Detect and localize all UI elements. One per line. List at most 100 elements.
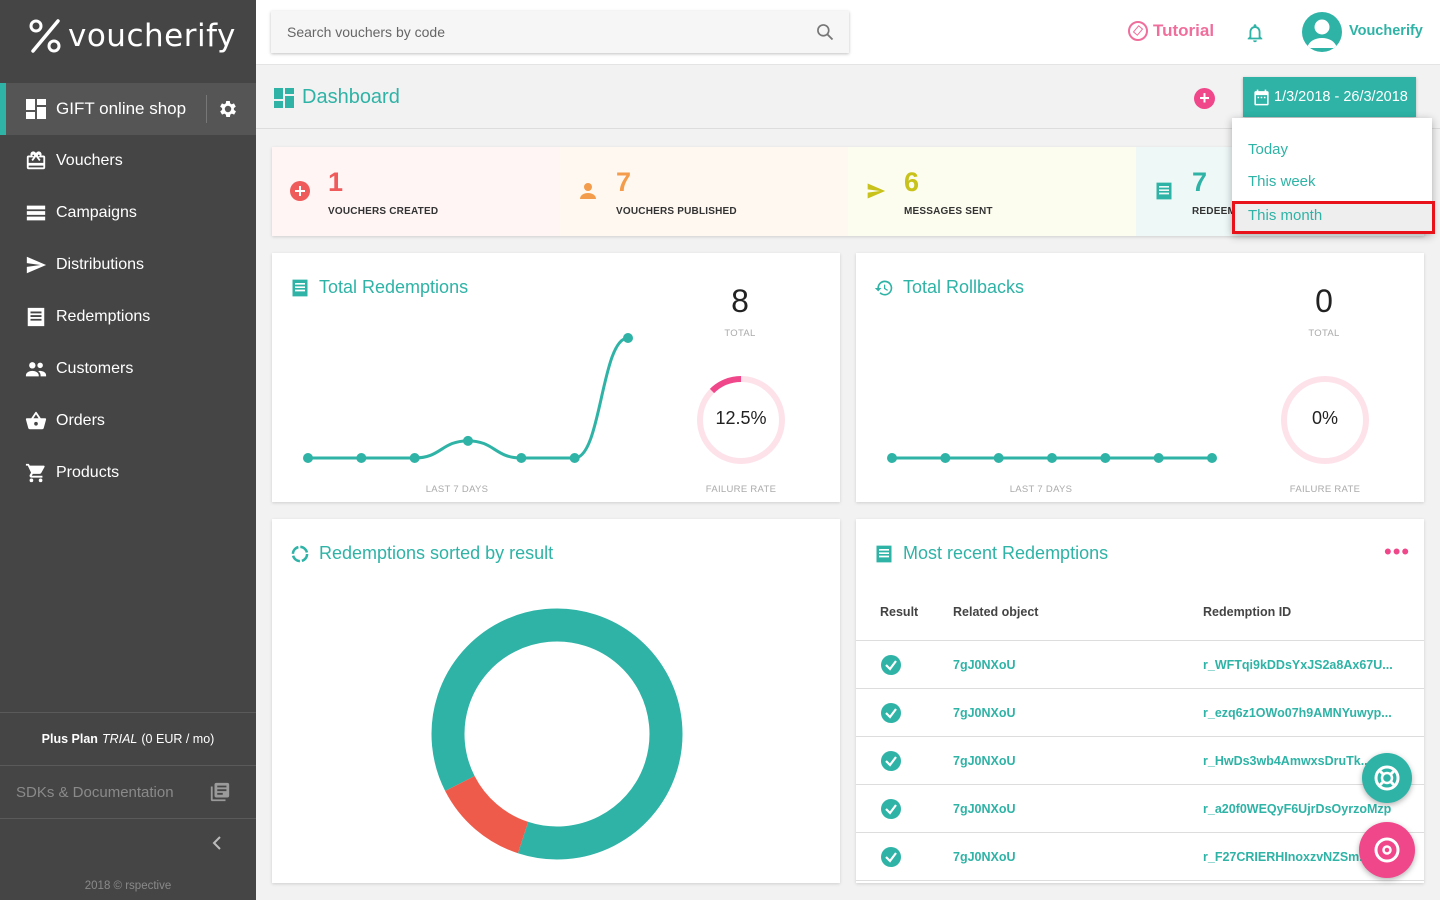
data-point[interactable]	[1047, 453, 1057, 463]
data-point[interactable]	[623, 333, 633, 343]
data-point[interactable]	[569, 453, 580, 463]
table-row[interactable]: 7gJ0NXoU r_HwDs3wb4AmwxsDruTk...	[856, 737, 1424, 785]
related-object[interactable]: 7gJ0NXoU	[953, 754, 1016, 768]
basket-icon	[25, 411, 47, 430]
sidebar-item-distributions[interactable]: Distributions	[0, 239, 256, 291]
column-header: Redemption ID	[1203, 605, 1292, 619]
more-options-icon[interactable]: •••	[1384, 539, 1411, 564]
sidebar-item-redemptions[interactable]: Redemptions	[0, 291, 256, 343]
data-point[interactable]	[1207, 453, 1217, 463]
avatar[interactable]	[1302, 12, 1342, 52]
user-name[interactable]: Voucherify	[1349, 23, 1423, 39]
data-point[interactable]	[516, 453, 527, 463]
docs-icon	[210, 782, 230, 802]
card-title-text: Total Rollbacks	[903, 277, 1025, 297]
data-point[interactable]	[463, 435, 473, 446]
related-object[interactable]: 7gJ0NXoU	[953, 802, 1016, 816]
receipt-icon	[27, 307, 45, 327]
date-option-today[interactable]: Today	[1248, 141, 1289, 158]
collapse-sidebar-button[interactable]	[210, 833, 230, 857]
gift-icon	[26, 151, 46, 170]
table-row[interactable]: 7gJ0NXoU r_a20f0WEQyF6UjrDsOyrzoMzp	[856, 785, 1424, 833]
search-icon[interactable]	[815, 22, 835, 42]
receipt-icon	[876, 545, 892, 562]
date-range-button[interactable]: 1/3/2018 - 26/3/2018	[1243, 77, 1416, 117]
project-selector[interactable]: GIFT online shop	[0, 83, 256, 135]
sidebar-nav: Vouchers Campaigns Distributions Redempt…	[0, 135, 256, 499]
page-title-text: Dashboard	[302, 86, 400, 108]
donut-icon	[291, 545, 309, 562]
related-object[interactable]: 7gJ0NXoU	[953, 706, 1016, 720]
tutorial-fab-button[interactable]	[1359, 822, 1415, 878]
sidebar-item-label: Orders	[56, 412, 105, 429]
related-object[interactable]: 7gJ0NXoU	[953, 658, 1016, 672]
card-title: Total Rollbacks	[874, 277, 1024, 298]
card-title: Most recent Redemptions	[874, 543, 1108, 564]
logo[interactable]: voucherify	[28, 16, 236, 56]
date-option-this-week[interactable]: This week	[1248, 173, 1316, 190]
data-point[interactable]	[1100, 453, 1111, 463]
data-point[interactable]	[993, 453, 1004, 463]
total-label: TOTAL	[724, 328, 756, 339]
sdk-docs-link[interactable]: SDKs & Documentation	[0, 766, 256, 819]
stat-vouchers-published[interactable]: 7 VOUCHERS PUBLISHED	[560, 147, 848, 236]
dashboard-icon	[274, 87, 294, 108]
cart-icon	[25, 463, 45, 483]
check-circle-icon	[881, 703, 901, 723]
bell-icon[interactable]	[1244, 22, 1266, 44]
data-point[interactable]	[303, 453, 313, 463]
data-point[interactable]	[1153, 453, 1164, 463]
gear-icon[interactable]	[217, 98, 239, 120]
logo-text: voucherify	[68, 18, 236, 54]
sidebar-item-customers[interactable]: Customers	[0, 343, 256, 395]
help-fab-button[interactable]	[1362, 753, 1412, 803]
add-button[interactable]: +	[1194, 88, 1215, 109]
check-circle-icon	[881, 847, 901, 867]
check-circle-icon	[881, 799, 901, 819]
check-circle-icon	[881, 655, 901, 675]
sidebar-item-label: Products	[56, 464, 120, 481]
column-header: Related object	[953, 605, 1039, 619]
sidebar-item-orders[interactable]: Orders	[0, 395, 256, 447]
data-point[interactable]	[356, 453, 367, 463]
date-range-label: 1/3/2018 - 26/3/2018	[1274, 89, 1408, 105]
plan-info[interactable]: Plus Plan TRIAL (0 EUR / mo)	[0, 712, 256, 766]
search-box	[271, 11, 849, 53]
card-title-text: Redemptions sorted by result	[319, 543, 554, 563]
sidebar-item-campaigns[interactable]: Campaigns	[0, 187, 256, 239]
redemption-id[interactable]: r_ezq6z1OWo07h9AMNYuwyp...	[1203, 706, 1392, 720]
data-point[interactable]	[887, 453, 897, 463]
receipt-icon	[292, 279, 308, 296]
send-icon	[867, 183, 886, 199]
stat-value: 7	[616, 167, 632, 197]
sidebar-item-label: Customers	[56, 360, 134, 377]
table-row[interactable]: 7gJ0NXoU r_ezq6z1OWo07h9AMNYuwyp...	[856, 689, 1424, 737]
sidebar-item-products[interactable]: Products	[0, 447, 256, 499]
total-redemptions-card: Total Redemptions LAST 7 DAYS 8 TOTAL 12…	[272, 253, 840, 502]
table-row[interactable]: 7gJ0NXoU r_WFTqi9kDDsYxJS2a8Ax67U...	[856, 641, 1424, 689]
stat-vouchers-created[interactable]: 1 VOUCHERS CREATED	[272, 147, 560, 236]
pie-slice-failure[interactable]	[431, 608, 683, 860]
send-icon	[26, 256, 47, 274]
redemption-id[interactable]: r_WFTqi9kDDsYxJS2a8Ax67U...	[1203, 658, 1393, 672]
tutorial-button[interactable]: Tutorial	[1128, 21, 1214, 41]
calendar-icon	[1254, 89, 1269, 105]
stat-label: VOUCHERS CREATED	[328, 206, 439, 217]
sidebar-item-vouchers[interactable]: Vouchers	[0, 135, 256, 187]
date-option-this-month[interactable]: This month	[1232, 201, 1435, 234]
stat-value: 1	[328, 167, 344, 197]
chart-label: LAST 7 DAYS	[1009, 484, 1073, 495]
data-point[interactable]	[409, 453, 420, 463]
plan-price: (0 EUR / mo)	[141, 732, 215, 746]
related-object[interactable]: 7gJ0NXoU	[953, 850, 1016, 864]
table-row[interactable]: 7gJ0NXoU r_F27CRIERHInoxzvNZSm...	[856, 833, 1424, 881]
redemption-id[interactable]: r_a20f0WEQyF6UjrDsOyrzoMzp	[1203, 802, 1392, 816]
card-title: Redemptions sorted by result	[290, 543, 553, 564]
sidebar: voucherify GIFT online shop Vouchers Cam…	[0, 0, 256, 900]
card-title: Total Redemptions	[290, 277, 468, 298]
chart-label: LAST 7 DAYS	[425, 484, 489, 495]
sidebar-item-label: Redemptions	[56, 308, 151, 325]
search-input[interactable]	[287, 24, 787, 40]
stat-messages-sent[interactable]: 6 MESSAGES SENT	[848, 147, 1136, 236]
data-point[interactable]	[940, 453, 951, 463]
